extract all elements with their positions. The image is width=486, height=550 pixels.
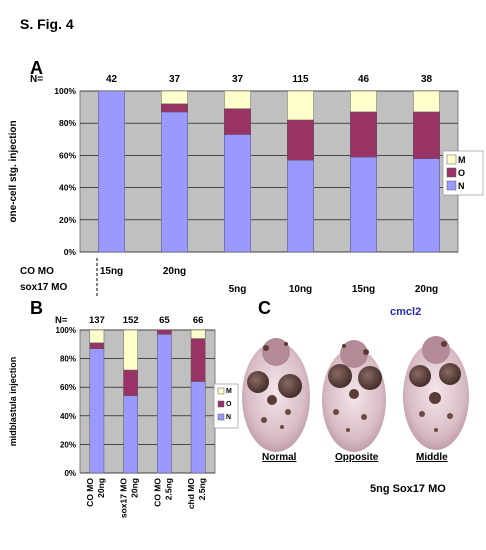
legend-label-o: O bbox=[226, 401, 232, 408]
label-normal: Normal bbox=[262, 452, 297, 463]
x-tick-label: 2.5ng bbox=[163, 478, 173, 500]
row-label-sox17-mo: sox17 MO bbox=[20, 282, 67, 293]
legend-label-m: M bbox=[226, 388, 232, 395]
n-value: 66 bbox=[193, 315, 204, 326]
embryo-opposite bbox=[322, 340, 386, 452]
x-tick-label: chd MO bbox=[186, 478, 196, 510]
bar-segment-o bbox=[157, 329, 172, 335]
n-value: 37 bbox=[232, 74, 244, 85]
chart-b: 0% 20% 40% 60% 80% 100% midblastula injection N… bbox=[8, 315, 239, 519]
y-axis-label: one-cell stg. injection bbox=[8, 120, 19, 222]
row-label-co-mo: CO MO bbox=[20, 266, 54, 277]
bar-segment-n bbox=[190, 381, 206, 474]
bar-segment-o bbox=[123, 369, 138, 397]
gene-label: cmcl2 bbox=[390, 306, 422, 318]
bar-segment-n bbox=[350, 156, 377, 253]
panel-c-caption: 5ng Sox17 MO bbox=[370, 483, 446, 495]
embryo-middle bbox=[403, 336, 469, 450]
y-tick-label: 40% bbox=[59, 183, 76, 193]
legend-swatch-n bbox=[217, 413, 225, 421]
sox17-mo-dose: 15ng bbox=[352, 284, 375, 295]
sox17-mo-dose: 10ng bbox=[289, 284, 312, 295]
y-tick-label: 80% bbox=[60, 355, 76, 364]
y-tick-label: 60% bbox=[59, 150, 76, 160]
x-tick-label: CO MO bbox=[85, 478, 95, 507]
y-tick-label: 80% bbox=[59, 118, 76, 128]
bar-segment-m bbox=[413, 90, 440, 113]
legend-label-n: N bbox=[458, 181, 465, 191]
bar-segment-o bbox=[161, 103, 188, 113]
legend-swatch-m bbox=[446, 154, 457, 165]
bar-segment-o bbox=[224, 108, 251, 135]
sox17-mo-dose: 20ng bbox=[415, 284, 438, 295]
bar-segment-n bbox=[123, 395, 138, 474]
panel-c-letter: C bbox=[258, 298, 271, 318]
legend-swatch-o bbox=[217, 400, 225, 408]
legend-label-o: O bbox=[458, 168, 465, 178]
panel-b-letter: B bbox=[30, 298, 43, 318]
embryo-images bbox=[242, 336, 469, 452]
x-tick-label: 20ng bbox=[96, 478, 106, 498]
n-value: 152 bbox=[123, 315, 139, 326]
x-tick-label: CO MO bbox=[152, 478, 162, 507]
bar-segment-m bbox=[89, 329, 105, 344]
label-opposite: Opposite bbox=[335, 452, 379, 463]
y-tick-label: 60% bbox=[60, 383, 76, 392]
y-tick-label: 20% bbox=[60, 440, 76, 449]
panel-a-letter: A bbox=[30, 58, 43, 78]
bar-segment-o bbox=[350, 111, 377, 158]
legend-swatch-o bbox=[446, 167, 457, 178]
bar-segment-m bbox=[350, 90, 377, 113]
y-tick-label: 0% bbox=[64, 469, 76, 478]
bar-segment-n bbox=[157, 334, 172, 474]
x-tick-label: 2.5ng bbox=[197, 478, 207, 500]
bar-segment-m bbox=[224, 90, 251, 109]
bar-segment-n bbox=[161, 111, 188, 253]
bar-segment-m bbox=[161, 90, 188, 105]
sox17-mo-dose: 5ng bbox=[229, 284, 247, 295]
y-tick-label: 0% bbox=[64, 247, 77, 257]
legend-label-n: N bbox=[226, 414, 231, 421]
bar-segment-o bbox=[287, 119, 314, 161]
bar-segment-n bbox=[287, 159, 314, 253]
co-mo-dose: 15ng bbox=[100, 266, 123, 277]
bar-segment-n bbox=[98, 90, 125, 253]
plot-area bbox=[79, 90, 459, 253]
y-axis-label: midblastula injection bbox=[8, 357, 18, 447]
y-tick-label: 100% bbox=[56, 326, 76, 335]
n-value: 115 bbox=[292, 74, 309, 85]
co-mo-dose: 20ng bbox=[163, 266, 186, 277]
n-value: 137 bbox=[89, 315, 105, 326]
y-tick-label: 100% bbox=[54, 86, 76, 96]
bar-segment-o bbox=[89, 342, 105, 349]
n-value: 38 bbox=[421, 74, 433, 85]
embryo-normal bbox=[242, 338, 310, 452]
n-value: 65 bbox=[159, 315, 170, 326]
n-value: 46 bbox=[358, 74, 370, 85]
legend-swatch-m bbox=[217, 387, 225, 395]
bar-segment-n bbox=[89, 348, 105, 474]
bar-segment-n bbox=[413, 158, 440, 253]
n-label: N= bbox=[30, 74, 43, 85]
x-tick-label: sox17 MO bbox=[119, 478, 129, 519]
y-tick-label: 40% bbox=[60, 412, 76, 421]
bar-segment-m bbox=[190, 329, 206, 339]
label-middle: Middle bbox=[416, 452, 448, 463]
bar-segment-n bbox=[224, 134, 251, 253]
bar-segment-m bbox=[123, 329, 138, 371]
chart-a: 0% 20% 40% 60% 80% 100% one-cell stg. injectio… bbox=[8, 74, 484, 296]
n-value: 42 bbox=[106, 74, 118, 85]
figure-title: S. Fig. 4 bbox=[20, 16, 74, 32]
y-tick-label: 20% bbox=[59, 215, 76, 225]
bar-segment-m bbox=[287, 90, 314, 121]
n-label: N= bbox=[55, 315, 68, 326]
bar-segment-o bbox=[190, 338, 206, 382]
legend-label-m: M bbox=[458, 155, 466, 165]
n-value: 37 bbox=[169, 74, 181, 85]
legend-swatch-n bbox=[446, 180, 457, 191]
bar-segment-o bbox=[413, 111, 440, 159]
x-tick-label: 20ng bbox=[130, 478, 140, 498]
